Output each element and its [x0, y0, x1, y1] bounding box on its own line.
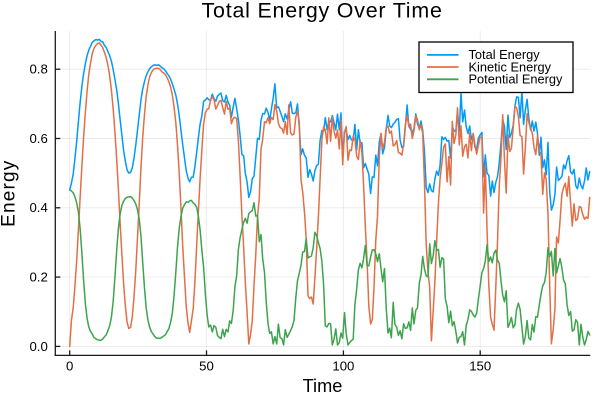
svg-text:0: 0	[66, 359, 73, 374]
svg-text:0.2: 0.2	[29, 270, 47, 285]
svg-text:150: 150	[469, 359, 491, 374]
svg-text:100: 100	[332, 359, 354, 374]
svg-text:0.4: 0.4	[29, 200, 47, 215]
svg-text:50: 50	[199, 359, 214, 374]
svg-text:Total Energy: Total Energy	[469, 47, 541, 62]
svg-text:Energy: Energy	[0, 159, 20, 226]
svg-text:0.8: 0.8	[29, 62, 47, 77]
svg-text:Time: Time	[303, 376, 343, 396]
svg-text:Kinetic Energy: Kinetic Energy	[469, 59, 552, 74]
svg-text:0.0: 0.0	[29, 339, 47, 354]
svg-text:Total Energy Over Time: Total Energy Over Time	[202, 0, 443, 23]
svg-text:Potential Energy: Potential Energy	[469, 72, 564, 87]
svg-text:0.6: 0.6	[29, 131, 47, 146]
